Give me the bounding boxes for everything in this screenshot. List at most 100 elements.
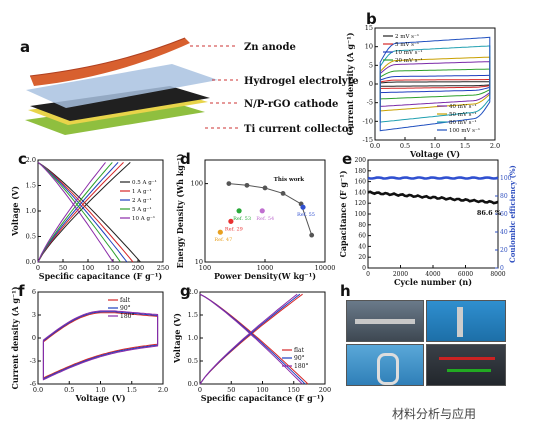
x-tick-label: 50 [59, 264, 67, 272]
x-tick-label: 8000 [490, 271, 505, 278]
x-tick-label: 1000 [257, 264, 274, 272]
wire [447, 369, 491, 372]
legend-label: 90° [120, 305, 131, 312]
y-tick-label: 1.0 [188, 334, 198, 342]
y-tick-label: 15 [365, 24, 373, 32]
y-tick-label: 0.0 [188, 380, 198, 388]
ref-point [217, 229, 223, 235]
y-tick-label: 200 [355, 157, 367, 164]
this-work-point [309, 232, 315, 238]
charge-curve [37, 162, 106, 263]
capacitance-curve [367, 190, 499, 205]
legend-label: 100 mV s⁻¹ [449, 127, 480, 134]
legend-label: falt [120, 297, 131, 304]
legend-label: 1 A g⁻¹ [132, 188, 152, 195]
y2-tick-label: 60 [500, 211, 508, 218]
x-tick-label: 0.5 [64, 386, 74, 394]
x-tick-label: 1.0 [430, 142, 440, 150]
charge-curve [199, 293, 303, 385]
y-tick-label: 6 [32, 288, 36, 296]
ref-label: Ref. 53 [233, 216, 251, 222]
y-tick-label: 80 [358, 222, 366, 229]
x-tick-label: 150 [288, 386, 300, 394]
y-tick-label: 0.5 [26, 233, 36, 241]
device-strip [457, 307, 463, 337]
x-tick-label: 0 [36, 264, 40, 272]
discharge-curve [37, 161, 141, 263]
y-tick-label: 0.0 [26, 258, 36, 266]
ref-label: Ref. 54 [256, 216, 274, 222]
x-axis-label: Voltage (V) [75, 393, 126, 403]
legend-label: 80 mV s⁻¹ [449, 119, 477, 126]
x-tick-label: 6000 [458, 271, 473, 278]
y2-tick-label: 80 [500, 193, 508, 200]
x-tick-label: 10000 [315, 264, 336, 272]
retention-annotation: 86.6 % [477, 209, 502, 217]
legend-label: 180° [120, 313, 134, 320]
y-tick-label: 1.5 [26, 182, 36, 190]
photo-led [426, 344, 506, 386]
y-tick-label: 20 [358, 254, 366, 261]
legend-label: 90° [294, 355, 305, 362]
y-axis-label: Capacitance (F g⁻¹) [338, 170, 348, 257]
panel-label-f: f [18, 282, 25, 300]
x-tick-label: 0.0 [33, 386, 43, 394]
x-tick-label: 200 [132, 264, 144, 272]
x-tick-label: 2.0 [490, 142, 500, 150]
y-tick-label: -15 [363, 136, 373, 144]
y-tick-label: 120 [355, 200, 367, 207]
discharge-curve [37, 162, 121, 263]
ref-label: Ref. 47 [214, 237, 232, 243]
x-axis-label: Cycle number (n) [394, 277, 472, 287]
charge-curve [37, 162, 131, 263]
y-tick-label: 2.0 [26, 156, 36, 164]
legend-label: 2 A g⁻¹ [132, 197, 152, 204]
wire [439, 357, 495, 360]
y2-tick-label: 40 [500, 229, 508, 236]
x-tick-label: 150 [107, 264, 119, 272]
photo-bent-90 [426, 300, 506, 342]
ref-label: Ref. 29 [225, 226, 243, 232]
y-tick-label: 140 [355, 189, 367, 196]
ref-label: Ref. 55 [297, 212, 315, 218]
legend-label: 50 mV s⁻¹ [449, 111, 477, 118]
y-tick-label: 2.0 [188, 288, 198, 296]
y2-tick-label: 100 [500, 175, 512, 182]
panel-label-d: d [180, 150, 191, 168]
ref-point [228, 218, 234, 224]
y-tick-label: 40 [358, 243, 366, 250]
y-axis-label: Voltage (V) [10, 186, 20, 237]
y-tick-label: -6 [30, 380, 36, 388]
x-axis-label: Specific capacitance (F g⁻¹) [201, 393, 325, 403]
x-tick-label: 2.0 [158, 386, 168, 394]
device-strip [355, 319, 415, 324]
ce-curve [367, 176, 499, 180]
x-tick-label: 100 [199, 264, 211, 272]
label-ti-collector: Ti current collector [244, 124, 354, 135]
x-tick-label: 0 [198, 386, 202, 394]
y-tick-label: 5 [369, 61, 373, 69]
ref-point [300, 204, 306, 210]
y-tick-label: 160 [355, 179, 367, 186]
photo-bent-180 [346, 344, 424, 386]
panel-label-e: e [342, 150, 353, 168]
y-tick-label: -3 [30, 357, 36, 365]
discharge-curve [37, 161, 134, 263]
x-tick-label: 100 [256, 386, 268, 394]
legend-label: flat [294, 347, 305, 354]
x-axis-label: Power Density(W kg⁻¹) [214, 271, 316, 281]
panel-label-c: c [18, 150, 27, 168]
x-tick-label: 250 [157, 264, 169, 272]
y2-axis-label: Coulombic efficiency (%) [508, 165, 517, 263]
label-cathode: N/P-rGO cathode [244, 99, 338, 110]
panel-label-a: a [20, 38, 31, 56]
legend-label: 20 mV s⁻¹ [395, 57, 423, 64]
y-axis-label: Current density (A g⁻¹) [10, 286, 20, 389]
this-work-point [262, 185, 268, 191]
y2-tick-label: 20 [500, 247, 508, 254]
